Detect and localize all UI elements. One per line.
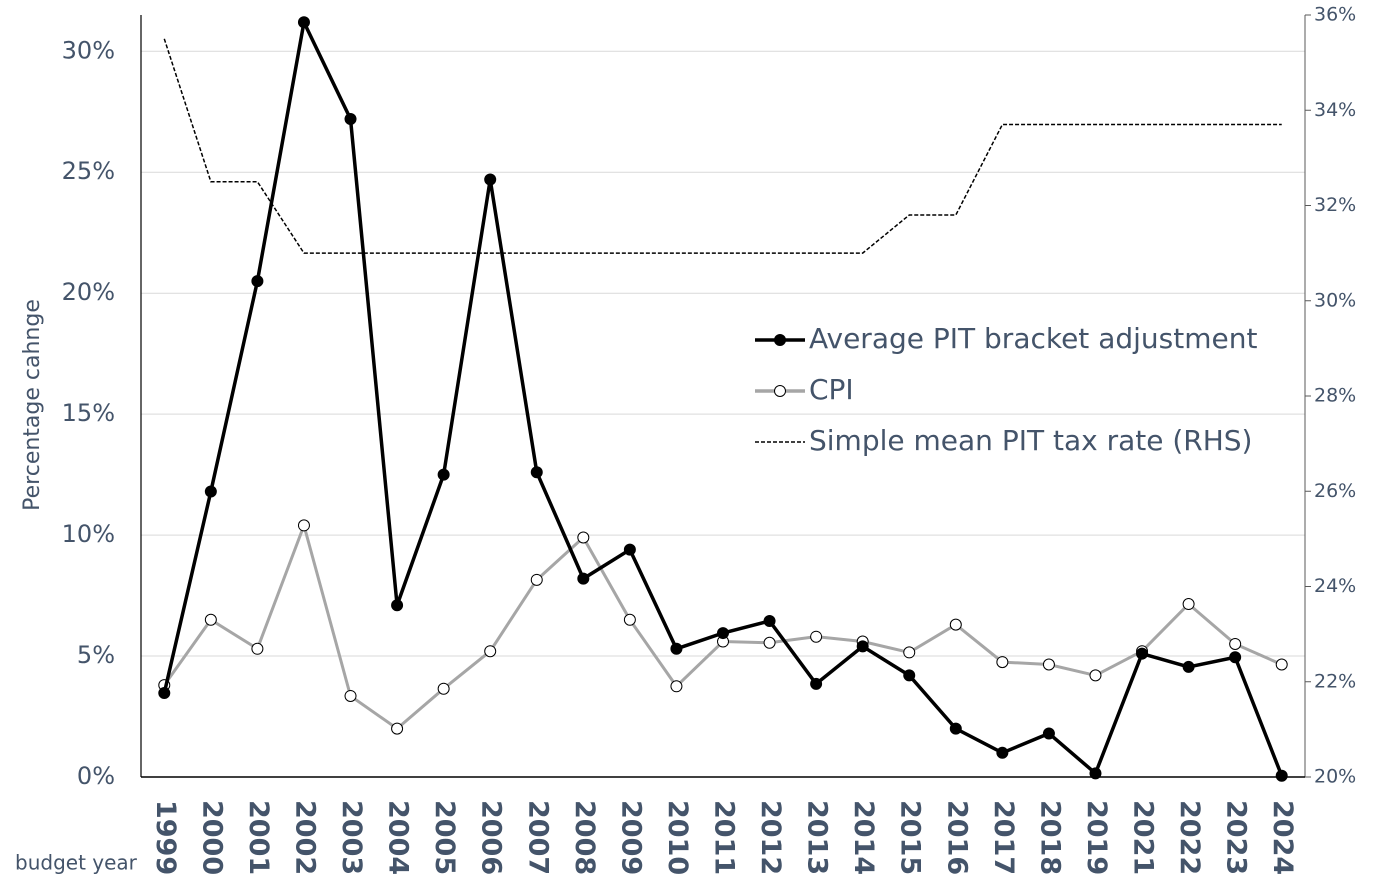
data-point: [1042, 658, 1055, 671]
legend-label: Average PIT bracket adjustment: [809, 322, 1257, 355]
x-tick-label: 2002: [289, 800, 320, 875]
x-tick-label: 2006: [476, 800, 507, 875]
data-point: [1229, 651, 1242, 664]
x-tick-label: 2009: [615, 800, 646, 875]
series-line: [163, 520, 1283, 731]
x-tick-label: 2004: [383, 800, 414, 875]
data-point: [670, 642, 683, 655]
data-point: [577, 531, 590, 544]
data-point: [204, 613, 217, 626]
data-point: [484, 173, 497, 186]
data-point: [949, 618, 962, 631]
y2-tick-label: 26%: [1314, 480, 1356, 502]
data-point: [251, 642, 264, 655]
x-tick-label: 2015: [895, 800, 926, 875]
x-axis-title: budget year: [15, 851, 138, 875]
x-tick-label: 1999: [150, 800, 181, 875]
y2-tick-label: 36%: [1314, 4, 1356, 26]
data-point: [530, 573, 543, 586]
data-point: [717, 627, 729, 640]
data-point: [1182, 660, 1195, 673]
data-point: [1182, 598, 1195, 611]
y-tick-label: 10%: [62, 520, 115, 548]
data-point: [391, 722, 404, 735]
y2-tick-label: 28%: [1314, 385, 1356, 407]
data-point: [1229, 637, 1242, 650]
x-tick-label: 2005: [429, 800, 460, 875]
y-tick-label: 20%: [62, 278, 115, 306]
y-tick-label: 15%: [62, 399, 115, 427]
data-point: [158, 687, 171, 700]
x-tick-label: 2022: [1174, 800, 1205, 875]
x-tick-label: 2021: [1128, 800, 1159, 875]
x-tick-label: 2007: [522, 800, 553, 875]
data-point: [484, 645, 497, 658]
series-line: [163, 38, 1282, 254]
legend-marker: [774, 385, 786, 397]
x-tick-label: 2012: [755, 800, 786, 875]
data-point: [1042, 727, 1055, 740]
x-tick-label: 2008: [569, 800, 600, 875]
data-point: [856, 640, 869, 653]
legend-marker: [774, 334, 786, 346]
data-point: [391, 599, 404, 612]
x-tick-label: 2001: [243, 800, 274, 875]
data-point: [903, 646, 916, 659]
y2-tick-label: 34%: [1314, 99, 1356, 121]
data-point: [1089, 669, 1102, 682]
data-point: [344, 689, 357, 702]
x-tick-label: 2000: [196, 800, 227, 875]
data-point: [437, 682, 450, 695]
data-point: [763, 614, 776, 627]
data-point: [204, 485, 217, 498]
x-tick-label: 2003: [336, 800, 367, 875]
x-tick-label: 2013: [802, 800, 833, 875]
y2-tick-label: 20%: [1314, 766, 1356, 788]
x-tick-label: 2014: [848, 800, 879, 875]
data-point: [996, 746, 1009, 759]
x-tick-label: 2016: [941, 800, 972, 875]
data-point: [623, 613, 636, 626]
x-tick-label: 2017: [988, 800, 1019, 875]
y-tick-label: 0%: [77, 762, 115, 790]
series-line: [162, 16, 1284, 777]
data-point: [344, 113, 357, 126]
y2-tick-label: 30%: [1314, 289, 1356, 311]
x-tick-label: 2010: [662, 800, 693, 875]
data-point: [251, 275, 264, 288]
y-axis-title: Percentage cahnge: [20, 299, 45, 511]
data-point: [1275, 769, 1288, 782]
y-tick-label: 25%: [62, 157, 115, 185]
x-tick-label: 2011: [709, 800, 740, 875]
data-point: [297, 16, 310, 29]
y2-tick-label: 32%: [1314, 194, 1356, 216]
y2-tick-label: 24%: [1314, 575, 1356, 597]
data-point: [670, 680, 683, 693]
data-point: [437, 468, 450, 481]
data-point: [949, 722, 962, 735]
data-point: [810, 677, 823, 690]
y2-tick-label: 22%: [1314, 670, 1356, 692]
data-point: [763, 636, 776, 649]
legend-label: CPI: [809, 373, 854, 406]
data-point: [623, 543, 636, 556]
data-point: [297, 519, 310, 532]
data-point: [1275, 658, 1288, 671]
data-point: [903, 669, 916, 682]
data-point: [577, 572, 590, 585]
legend-label: Simple mean PIT tax rate (RHS): [809, 424, 1252, 457]
x-tick-label: 2023: [1221, 800, 1252, 875]
data-point: [810, 630, 823, 643]
x-tick-label: 2019: [1081, 800, 1112, 875]
x-tick-label: 2024: [1267, 800, 1298, 875]
data-point: [1136, 647, 1149, 660]
data-point: [530, 466, 543, 479]
y-tick-label: 30%: [62, 36, 115, 64]
x-tick-label: 2018: [1034, 800, 1065, 875]
y-tick-label: 5%: [77, 641, 115, 669]
data-point: [996, 656, 1009, 669]
data-point: [1089, 767, 1102, 780]
